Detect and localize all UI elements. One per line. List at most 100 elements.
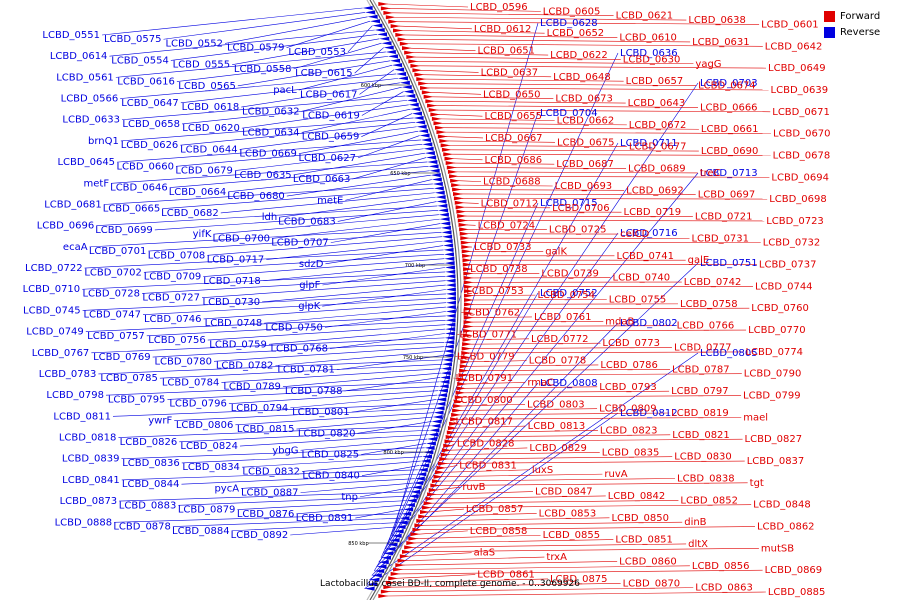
leader-line [180,122,416,146]
forward-gene-arrow [463,320,474,325]
leader-line [471,303,679,305]
leader-line [441,473,603,478]
forward-gene-arrow [463,315,474,320]
leader-line [444,465,458,469]
gene-label: mdaB [605,316,634,327]
gene-label: LCBD_0627 [298,153,356,164]
leader-line [355,509,404,519]
forward-gene-arrow [449,174,460,179]
leader-line [407,43,763,47]
reverse-gene-arrow [377,32,388,37]
gene-label: LCBD_0688 [483,177,541,188]
leader-line [386,3,469,8]
gene-label: LCBD_0835 [602,447,660,458]
gene-label: LCBD_0863 [695,583,753,594]
reverse-gene-arrow [430,423,441,428]
forward-gene-arrow [445,434,456,439]
leader-line [105,381,440,396]
forward-gene-arrow [410,532,421,537]
leader-line [426,83,697,86]
forward-gene-arrow [461,351,472,356]
gene-label: LCBD_0824 [180,441,238,452]
gene-label: LCBD_0869 [765,565,823,576]
reverse-gene-arrow [427,159,438,164]
forward-gene-arrow [378,594,389,598]
leader-line [414,539,614,544]
leader-line [300,482,414,493]
reverse-gene-arrow [427,437,438,442]
leader-line [359,69,395,95]
forward-gene-arrow [425,99,436,104]
leader-line [471,307,750,310]
reverse-gene-arrow [443,344,454,349]
gene-label: LCBD_0769 [93,352,151,363]
gene-label: LCBD_0631 [692,37,750,48]
leader-line [351,399,437,413]
leader-line [176,56,389,82]
forward-gene-arrow [399,41,410,46]
gene-label: rmaC [527,377,554,388]
leader-line [369,352,699,581]
gene-label: LCBD_0659 [302,132,360,143]
gene-label: LCBD_0660 [116,161,174,172]
leader-line [293,42,382,70]
gene-label: LCBD_0596 [470,2,528,13]
gene-label: LCBD_0815 [237,424,295,435]
leader-line [239,126,417,150]
reverse-gene-arrow [431,419,442,424]
leader-line [239,434,429,447]
forward-gene-arrow [434,470,445,475]
leader-line [431,96,554,99]
reverse-gene-arrow [445,296,456,301]
gene-label: LCBD_0800 [455,395,513,406]
gene-label: LCBD_0737 [759,260,817,271]
leader-line [300,438,428,451]
legend-reverse-label: Reverse [840,26,881,38]
leader-line [416,61,694,65]
forward-gene-arrow [431,116,442,121]
gene-label: LCBD_0840 [302,471,360,482]
gene-label: LCBD_0750 [265,322,323,333]
reverse-gene-arrow [385,49,396,54]
gene-label: LCBD_0643 [628,98,686,109]
gene-label: LCBD_0757 [87,331,145,342]
gene-label: sdzD [299,259,324,270]
leader-line [412,543,687,548]
gene-label: LCBD_0887 [241,488,299,499]
gene-label: LCBD_0876 [237,509,295,520]
reverse-gene-arrow [441,230,452,235]
reverse-gene-arrow [412,111,423,116]
leader-line [452,158,483,161]
forward-gene-arrow [404,50,415,55]
gene-label: LCBD_0852 [680,495,738,506]
forward-gene-arrow [412,527,423,532]
forward-gene-arrow [399,554,410,559]
gene-label: LCBD_0719 [624,207,682,218]
leader-line [433,100,626,104]
leader-line [352,157,427,180]
gene-label: alaS [474,548,495,559]
leader-line [455,425,526,429]
leader-line [228,170,430,193]
reverse-gene-arrow [442,234,453,239]
reverse-swatch [824,26,835,38]
reverse-gene-arrow [364,586,375,591]
leader-line [118,425,431,438]
leader-line [444,131,771,134]
gene-label: LCBD_0885 [768,587,826,598]
reverse-gene-arrow [392,63,403,68]
position-mark: 800 kbp [383,450,403,456]
gene-label: LCBD_0679 [175,166,233,177]
gene-label: LCBD_0686 [485,155,543,166]
leader-line [179,429,430,443]
gene-label: ruvB [462,482,485,493]
gene-label: LCBD_0844 [122,479,180,490]
leader-line [387,112,539,545]
gene-label: LCBD_0838 [677,473,735,484]
gene-label: LCBD_0700 [212,233,270,244]
forward-gene-arrow [462,262,473,267]
leader-line [458,180,482,182]
reverse-gene-arrow [437,393,448,398]
gene-label: LCBD_0554 [111,55,169,66]
gene-label: LCBD_0813 [528,421,586,432]
